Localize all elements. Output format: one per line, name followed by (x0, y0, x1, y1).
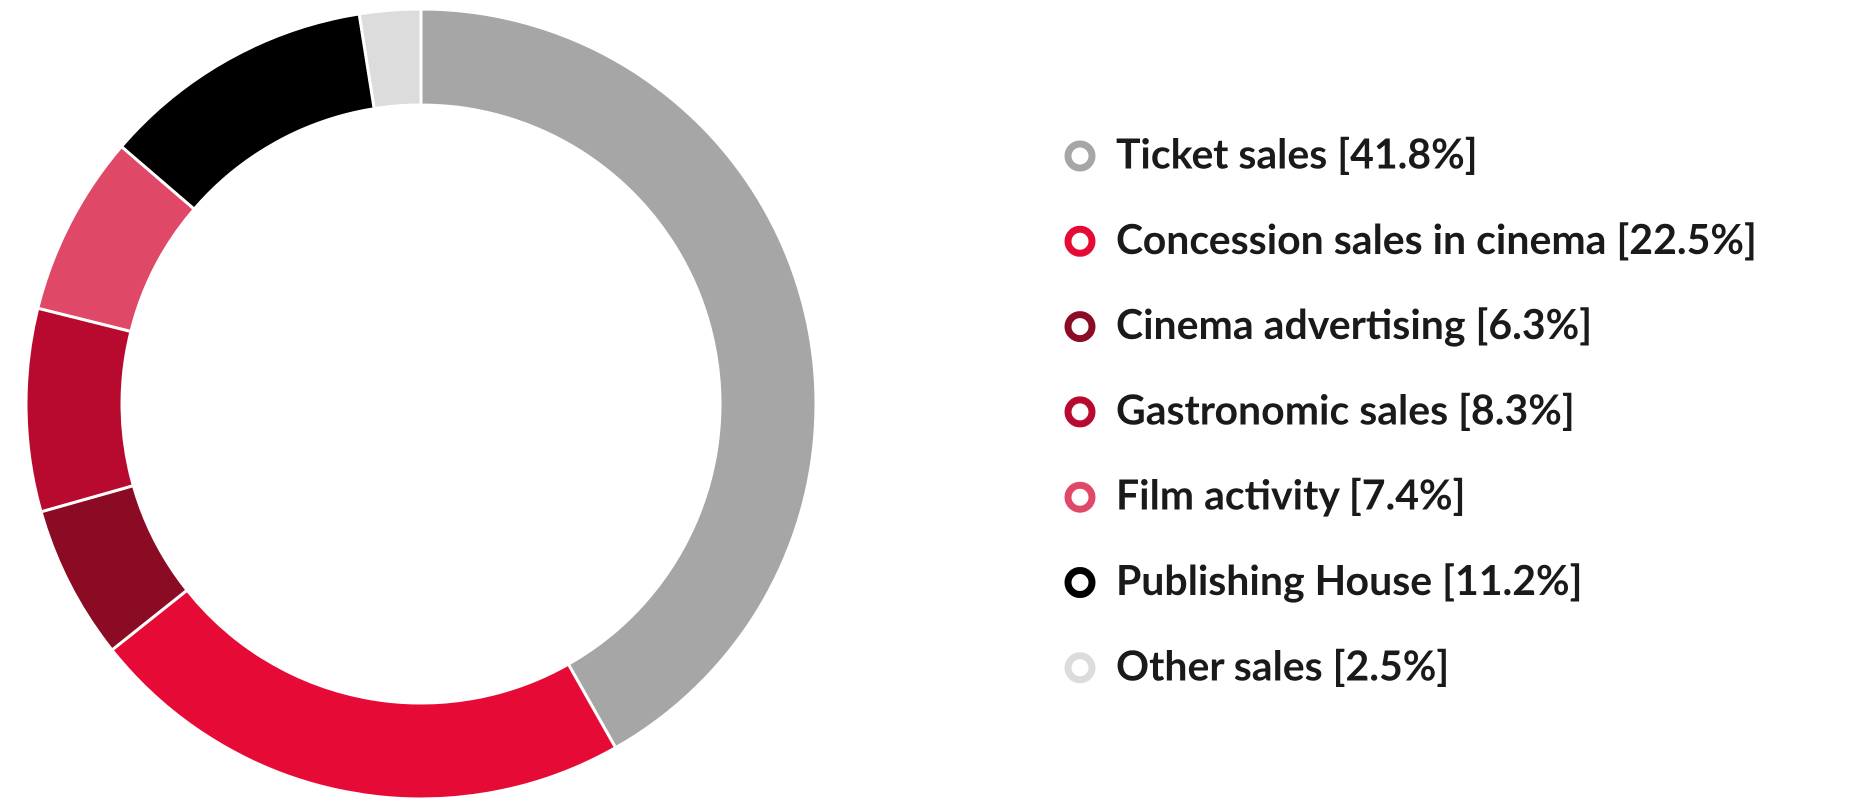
legend-marker (1064, 652, 1096, 684)
legend-marker (1064, 481, 1096, 513)
donut-slice (419, 7, 818, 750)
legend-marker (1064, 225, 1096, 257)
legend-label: Other sales [2.5%] (1116, 640, 1449, 689)
donut-slice (24, 306, 136, 514)
legend-marker (1064, 311, 1096, 343)
legend-label: Cinema advertising [6.3%] (1116, 299, 1592, 348)
donut-slice (357, 7, 423, 111)
legend-label: Ticket sales [41.8%] (1116, 129, 1478, 178)
legend-label: Film activity [7.4%] (1116, 470, 1466, 519)
donut-slice (109, 588, 618, 798)
legend-label: Publishing House [11.2%] (1116, 555, 1582, 604)
donut-slice (119, 12, 376, 212)
legend-label: Concession sales in cinema [22.5%] (1116, 214, 1757, 263)
legend-marker (1064, 140, 1096, 172)
legend-label: Gastronomic sales [8.3%] (1116, 384, 1575, 433)
legend-marker (1064, 567, 1096, 598)
legend-marker (1064, 396, 1096, 428)
